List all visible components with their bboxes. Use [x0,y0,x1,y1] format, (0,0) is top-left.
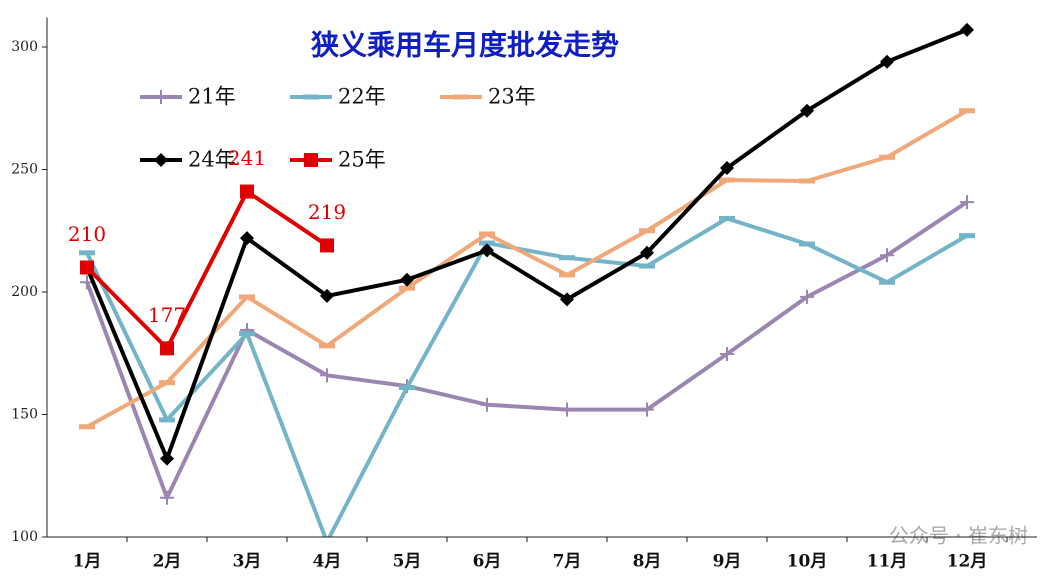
data-point [80,260,94,275]
legend-label: 22年 [338,85,386,109]
series-line [86,108,969,429]
data-point [160,341,174,356]
x-tick-label: 1月 [73,552,102,572]
data-label: 210 [68,222,106,246]
watermark: 公众号 · 崔东树 [889,524,1028,548]
data-point [880,248,894,263]
y-tick-label: 100 [11,529,38,545]
data-point [320,238,334,253]
y-tick-label: 300 [11,39,38,55]
data-point [160,490,174,505]
chart-title: 狭义乘用车月度批发走势 [310,29,619,62]
data-point [480,243,494,258]
data-point [640,402,654,417]
data-point [640,245,654,260]
data-label: 219 [308,200,346,224]
series-line [85,200,969,500]
legend-marker [154,90,168,104]
data-point [960,195,974,210]
data-point [560,402,574,417]
x-tick-label: 3月 [233,552,262,572]
x-tick-label: 2月 [153,552,182,572]
x-tick-label: 12月 [947,552,988,572]
x-tick-label: 4月 [313,552,342,572]
series-line [85,216,969,537]
series-line [85,27,968,461]
x-tick-label: 8月 [633,552,662,572]
data-point [560,292,574,307]
x-tick-label: 11月 [867,552,908,572]
data-label: 241 [228,146,266,170]
legend-label: 25年 [338,148,386,172]
data-point [480,397,494,412]
data-point [320,368,334,383]
data-point [880,54,894,69]
legend-marker [304,153,318,167]
data-point [800,103,814,118]
x-tick-label: 9月 [713,552,742,572]
data-point [240,231,254,246]
data-point [960,22,974,37]
data-point [400,272,414,287]
plot-area [79,22,975,537]
data-label: 177 [148,303,186,327]
x-tick-label: 10月 [787,552,828,572]
data-point [160,451,174,466]
data-point [240,184,254,199]
legend-marker [154,153,168,167]
y-tick-label: 200 [11,284,38,300]
x-tick-label: 6月 [473,552,502,572]
y-tick-label: 250 [11,162,38,178]
legend-label: 21年 [188,85,236,109]
series-line [85,189,329,351]
data-point [800,289,814,304]
legend-label: 24年 [188,148,236,172]
y-tick-label: 150 [11,407,38,423]
x-tick-label: 5月 [393,552,422,572]
x-tick-label: 7月 [553,552,582,572]
data-point [720,346,734,361]
legend-label: 23年 [488,85,536,109]
data-point [720,161,734,176]
data-point [320,288,334,303]
